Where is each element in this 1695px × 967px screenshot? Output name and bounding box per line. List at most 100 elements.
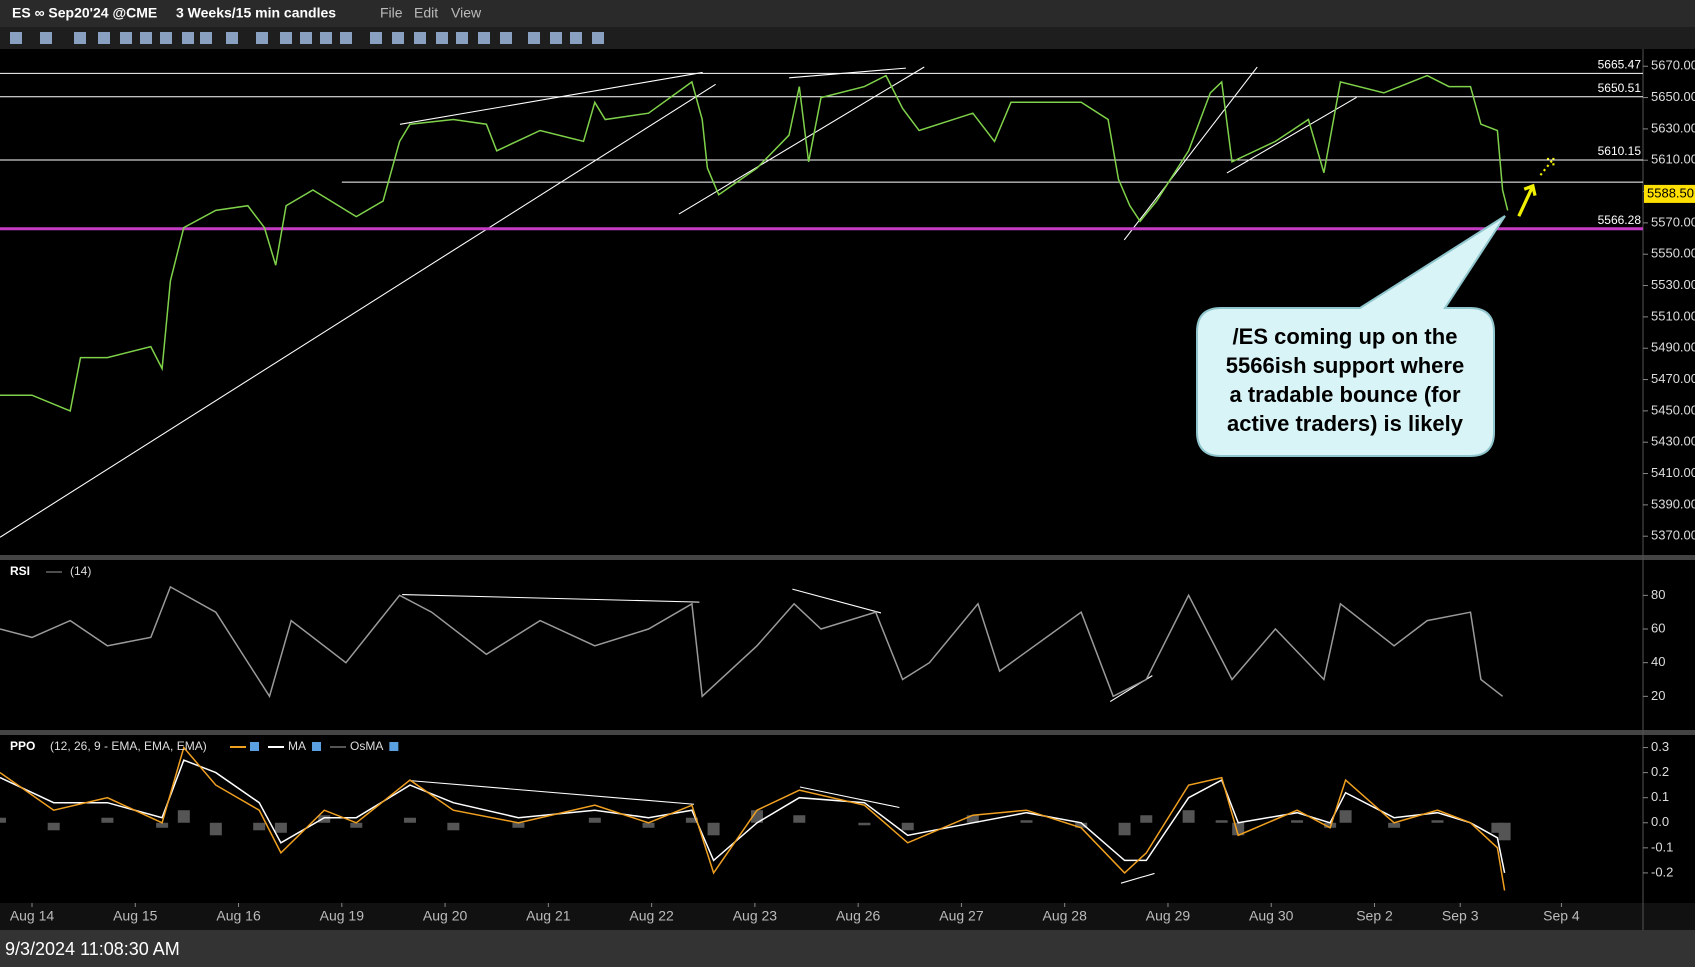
histogram-bar [1491,822,1504,833]
x-tick-label: Aug 14 [10,908,55,924]
y-tick-label: 5550.00 [1651,246,1695,261]
histogram-bar [1388,822,1401,828]
trend-lines [0,66,1357,884]
separator [0,555,1695,560]
panel-subtitle: (14) [70,564,91,578]
x-tick-label: Aug 20 [423,908,468,924]
histogram-bar [403,817,416,823]
histogram-bar [793,815,806,823]
histogram-bar [350,822,363,828]
y-tick-label: 20 [1651,688,1665,703]
histogram-bar [588,817,601,823]
status-bar [0,930,1695,967]
histogram-bar [707,822,720,836]
tool-icons[interactable] [10,32,604,44]
x-tick-label: Sep 3 [1442,908,1479,924]
x-tick-label: Sep 2 [1356,908,1393,924]
y-tick-label: -0.1 [1651,839,1673,854]
menu-file[interactable]: File [380,5,403,21]
histogram-bar [1182,810,1195,823]
histogram-bar [318,815,331,823]
x-axis-bg [0,903,1695,930]
legend-checkbox[interactable] [250,742,259,751]
y-tick-label: 5530.00 [1651,277,1695,292]
y-tick-label: 5410.00 [1651,465,1695,480]
y-tick-label: 0.2 [1651,764,1669,779]
y-tick-label: 5450.00 [1651,402,1695,417]
histogram-bar [447,822,460,831]
histogram-bar [1431,820,1444,823]
x-tick-label: Aug 29 [1146,908,1191,924]
menu-edit[interactable]: Edit [414,5,438,21]
histogram-bar [1118,822,1131,836]
symbol[interactable]: ES ∞ Sep20'24 @CME [12,5,157,21]
arrows [1517,157,1555,217]
histogram-bar [512,822,525,828]
tool-row [0,27,1695,49]
legend-checkbox[interactable] [312,742,321,751]
y-tick-label: 0.0 [1651,814,1669,829]
y-tick-label: 5670.00 [1651,58,1695,73]
menu-view[interactable]: View [451,5,482,21]
x-tick-label: Sep 4 [1543,908,1580,924]
y-tick-label: 60 [1651,620,1665,635]
level-label: 5665.47 [1598,58,1642,72]
x-tick-label: Aug 27 [939,908,984,924]
callout-text: a tradable bounce (for [1229,382,1460,407]
level-label: 5566.28 [1598,213,1642,227]
histogram-bar [966,815,979,823]
y-tick-label: 5490.00 [1651,340,1695,355]
last-price-box [1644,184,1695,203]
y-tick-label: 0.1 [1651,789,1669,804]
y-tick-label: 5470.00 [1651,371,1695,386]
histogram-bar [0,817,6,823]
price-line [0,74,1509,412]
y-tick-label: -0.2 [1651,864,1673,879]
y-tick-label: 5370.00 [1651,528,1695,543]
separator [0,730,1695,735]
histogram-bar [1291,820,1304,823]
price-line [0,585,1504,699]
period[interactable]: 3 Weeks/15 min candles [176,5,336,21]
histogram-bar [209,822,222,836]
x-tick-label: Aug 23 [733,908,778,924]
y-tick-label: 80 [1651,587,1665,602]
histogram-bar [1498,822,1511,841]
callout-text: /ES coming up on the [1233,324,1458,349]
callout-text: active traders) is likely [1227,411,1464,436]
last-price-label: 5588.50 [1647,185,1694,200]
x-tick-label: Aug 15 [113,908,158,924]
histogram-bar [1140,815,1153,823]
series-line [0,759,1506,874]
histogram-bar [253,822,266,831]
y-tick-label: 5570.00 [1651,214,1695,229]
y-tick-label: 5610.00 [1651,152,1695,167]
y-tick-label: 5630.00 [1651,120,1695,135]
y-tick-label: 40 [1651,654,1665,669]
legend-label: MA [288,739,306,753]
x-tick-label: Aug 22 [629,908,674,924]
legend-label: OsMA [350,739,383,753]
x-tick-label: Aug 28 [1043,908,1088,924]
histogram-bar [1075,822,1088,828]
x-tick-label: Aug 16 [216,908,261,924]
histogram-bar [177,810,190,823]
panel-subtitle: (12, 26, 9 - EMA, EMA, EMA) [50,739,207,753]
y-tick-label: 5510.00 [1651,308,1695,323]
histogram-bar [1020,820,1033,823]
x-tick-label: Aug 26 [836,908,881,924]
histogram-bar [1324,822,1337,828]
series-line [0,745,1506,891]
panel-title: PPO [10,739,35,753]
timestamp: 9/3/2024 11:08:30 AM [5,939,180,959]
y-tick-label: 5430.00 [1651,434,1695,449]
histogram-bar [858,822,871,826]
histogram-bar [47,822,60,831]
histogram-bar [101,817,114,823]
legend-checkbox[interactable] [389,742,399,751]
level-label: 5650.51 [1598,81,1642,95]
y-tick-label: 0.3 [1651,739,1669,754]
histogram-bar [156,822,169,828]
histogram-bar [1215,820,1228,823]
